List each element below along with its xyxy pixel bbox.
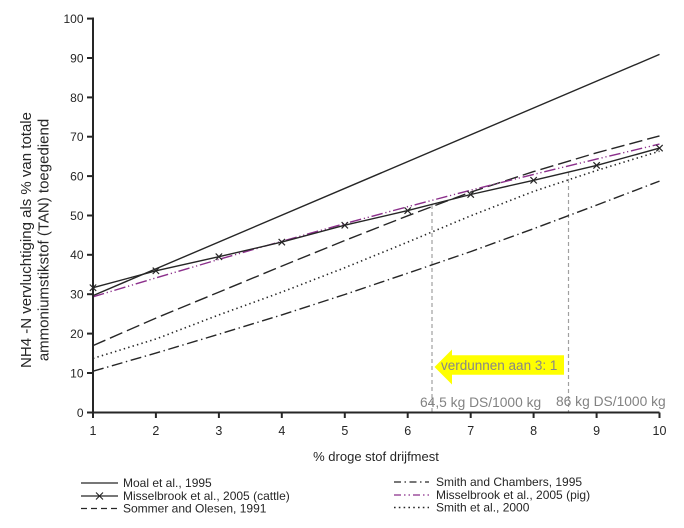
svg-text:NH4 -N vervluchtiging als % va: NH4 -N vervluchtiging als % van totale [18, 112, 35, 368]
svg-text:10: 10 [653, 424, 667, 438]
svg-text:ammoniumstikstof (TAN) toegedi: ammoniumstikstof (TAN) toegediend [36, 119, 53, 361]
svg-text:10: 10 [70, 366, 84, 380]
svg-text:5: 5 [341, 424, 348, 438]
svg-text:20: 20 [70, 327, 84, 341]
svg-text:86 kg DS/1000 kg: 86 kg DS/1000 kg [556, 394, 666, 409]
svg-text:7: 7 [467, 424, 474, 438]
svg-text:50: 50 [70, 209, 84, 223]
svg-text:64,5 kg DS/1000 kg: 64,5 kg DS/1000 kg [420, 395, 541, 410]
svg-text:Smith and Chambers, 1995: Smith and Chambers, 1995 [436, 475, 582, 489]
svg-text:Sommer and Olesen, 1991: Sommer and Olesen, 1991 [123, 502, 267, 516]
svg-text:9: 9 [593, 424, 600, 438]
svg-text:0: 0 [77, 406, 84, 420]
svg-text:100: 100 [63, 12, 83, 26]
svg-text:Moal et al., 1995: Moal et al., 1995 [123, 476, 212, 490]
svg-text:3: 3 [215, 424, 222, 438]
svg-text:70: 70 [70, 130, 84, 144]
svg-text:40: 40 [70, 248, 84, 262]
svg-text:2: 2 [152, 424, 159, 438]
svg-text:6: 6 [404, 424, 411, 438]
svg-text:Misselbrook et al., 2005 (pig): Misselbrook et al., 2005 (pig) [436, 488, 590, 502]
svg-text:Misselbrook et al., 2005 (catt: Misselbrook et al., 2005 (cattle) [123, 489, 290, 503]
svg-text:Smith et al., 2000: Smith et al., 2000 [436, 501, 530, 515]
svg-text:4: 4 [278, 424, 285, 438]
svg-text:8: 8 [530, 424, 537, 438]
svg-text:30: 30 [70, 288, 84, 302]
svg-text:1: 1 [90, 424, 97, 438]
svg-text:90: 90 [70, 51, 84, 65]
svg-text:60: 60 [70, 170, 84, 184]
svg-text:verdunnen aan 3: 1: verdunnen aan 3: 1 [441, 358, 557, 373]
svg-text:80: 80 [70, 91, 84, 105]
svg-text:% droge stof drijfmest: % droge stof drijfmest [313, 449, 439, 464]
